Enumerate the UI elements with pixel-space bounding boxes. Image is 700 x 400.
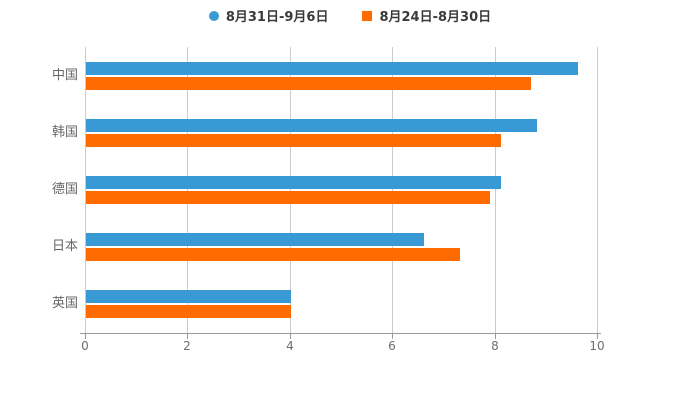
legend-item-label: 8月24日-8月30日 <box>379 10 492 25</box>
plot-area <box>85 47 598 333</box>
bar-英国-series2[interactable] <box>86 305 291 318</box>
x-axis-tick <box>290 334 291 339</box>
series2-square-icon <box>362 10 373 21</box>
category-label-0: 中国 <box>51 67 78 83</box>
chart-legend: 8月31日-9月6日 8月24日-8月30日 <box>0 6 700 25</box>
gridline-x-0 <box>85 47 86 333</box>
bar-日本-series2[interactable] <box>86 248 460 261</box>
category-label-1: 韩国 <box>51 124 78 140</box>
category-label-2: 德国 <box>51 182 78 197</box>
x-tick-label-6: 6 <box>388 339 396 353</box>
gridline-x-10 <box>597 47 598 333</box>
series1-circle-icon <box>208 10 219 21</box>
gridline-x-4 <box>290 47 291 333</box>
x-axis-tick <box>85 334 86 339</box>
bar-日本-series1[interactable] <box>86 233 424 246</box>
category-label-3: 日本 <box>51 239 78 255</box>
category-label-4: 英国 <box>51 296 78 312</box>
legend-item-series1[interactable]: 8月31日-9月6日 <box>208 6 329 25</box>
bar-韩国-series1[interactable] <box>86 119 537 132</box>
x-axis-tick <box>495 334 496 339</box>
bar-中国-series2[interactable] <box>86 77 531 90</box>
x-tick-label-8: 8 <box>491 339 499 353</box>
x-tick-label-2: 2 <box>183 339 191 353</box>
bar-中国-series1[interactable] <box>86 62 578 75</box>
bar-德国-series2[interactable] <box>86 191 490 204</box>
x-axis-tick <box>187 334 188 339</box>
x-tick-label-4: 4 <box>286 339 294 353</box>
x-tick-label-0: 0 <box>81 339 89 353</box>
bar-英国-series1[interactable] <box>86 290 291 303</box>
x-axis-line <box>80 333 601 334</box>
bar-德国-series1[interactable] <box>86 176 501 189</box>
legend-item-series2[interactable]: 8月24日-8月30日 <box>362 6 491 25</box>
x-axis-tick <box>392 334 393 339</box>
gridline-x-6 <box>392 47 393 333</box>
x-axis-tick <box>597 334 598 339</box>
bar-韩国-series2[interactable] <box>86 134 501 147</box>
legend-item-label: 8月31日-9月6日 <box>225 10 329 25</box>
gridline-x-2 <box>187 47 188 333</box>
x-tick-label-10: 10 <box>589 339 605 353</box>
gridline-x-8 <box>495 47 496 333</box>
